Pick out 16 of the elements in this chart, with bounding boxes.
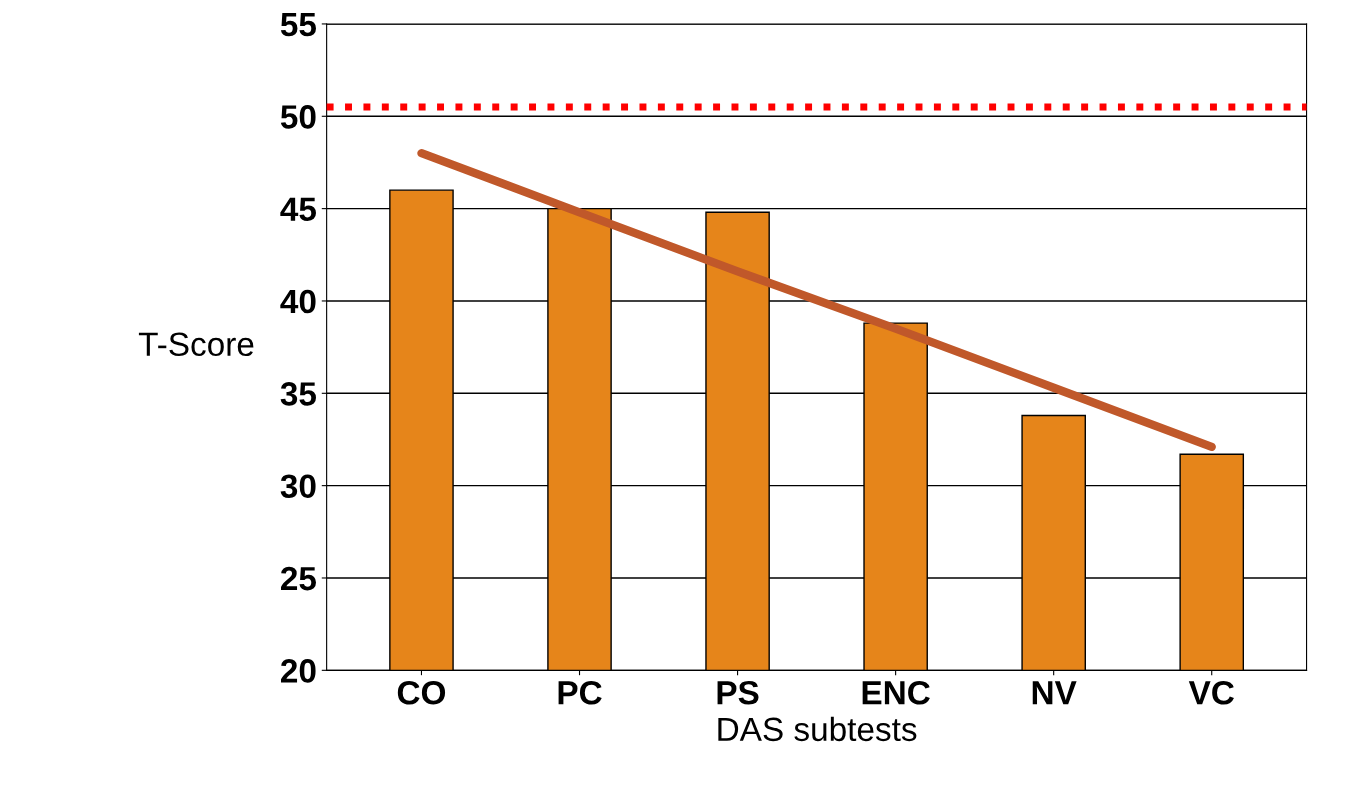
- y-axis-title: T-Score: [138, 332, 254, 357]
- y-tick-label: 50: [280, 105, 316, 129]
- x-tick-label: ENC: [862, 680, 930, 705]
- y-tick-label: 40: [280, 289, 316, 314]
- y-tick-label: 45: [280, 197, 316, 222]
- x-tick-label: VC: [1188, 680, 1234, 705]
- x-tick-label: PC: [558, 680, 602, 705]
- x-tick-label: NV: [1032, 681, 1077, 705]
- y-tick-label: 20: [281, 659, 316, 683]
- y-tick-label: 30: [280, 474, 316, 499]
- y-tick-label: 55: [280, 13, 316, 37]
- x-axis-title: DAS subtests: [718, 716, 917, 742]
- x-tick-label: CO: [397, 680, 446, 705]
- y-tick-label: 35: [280, 382, 316, 406]
- y-tick-label: 25: [281, 566, 316, 591]
- x-tick-label: PS: [717, 680, 759, 705]
